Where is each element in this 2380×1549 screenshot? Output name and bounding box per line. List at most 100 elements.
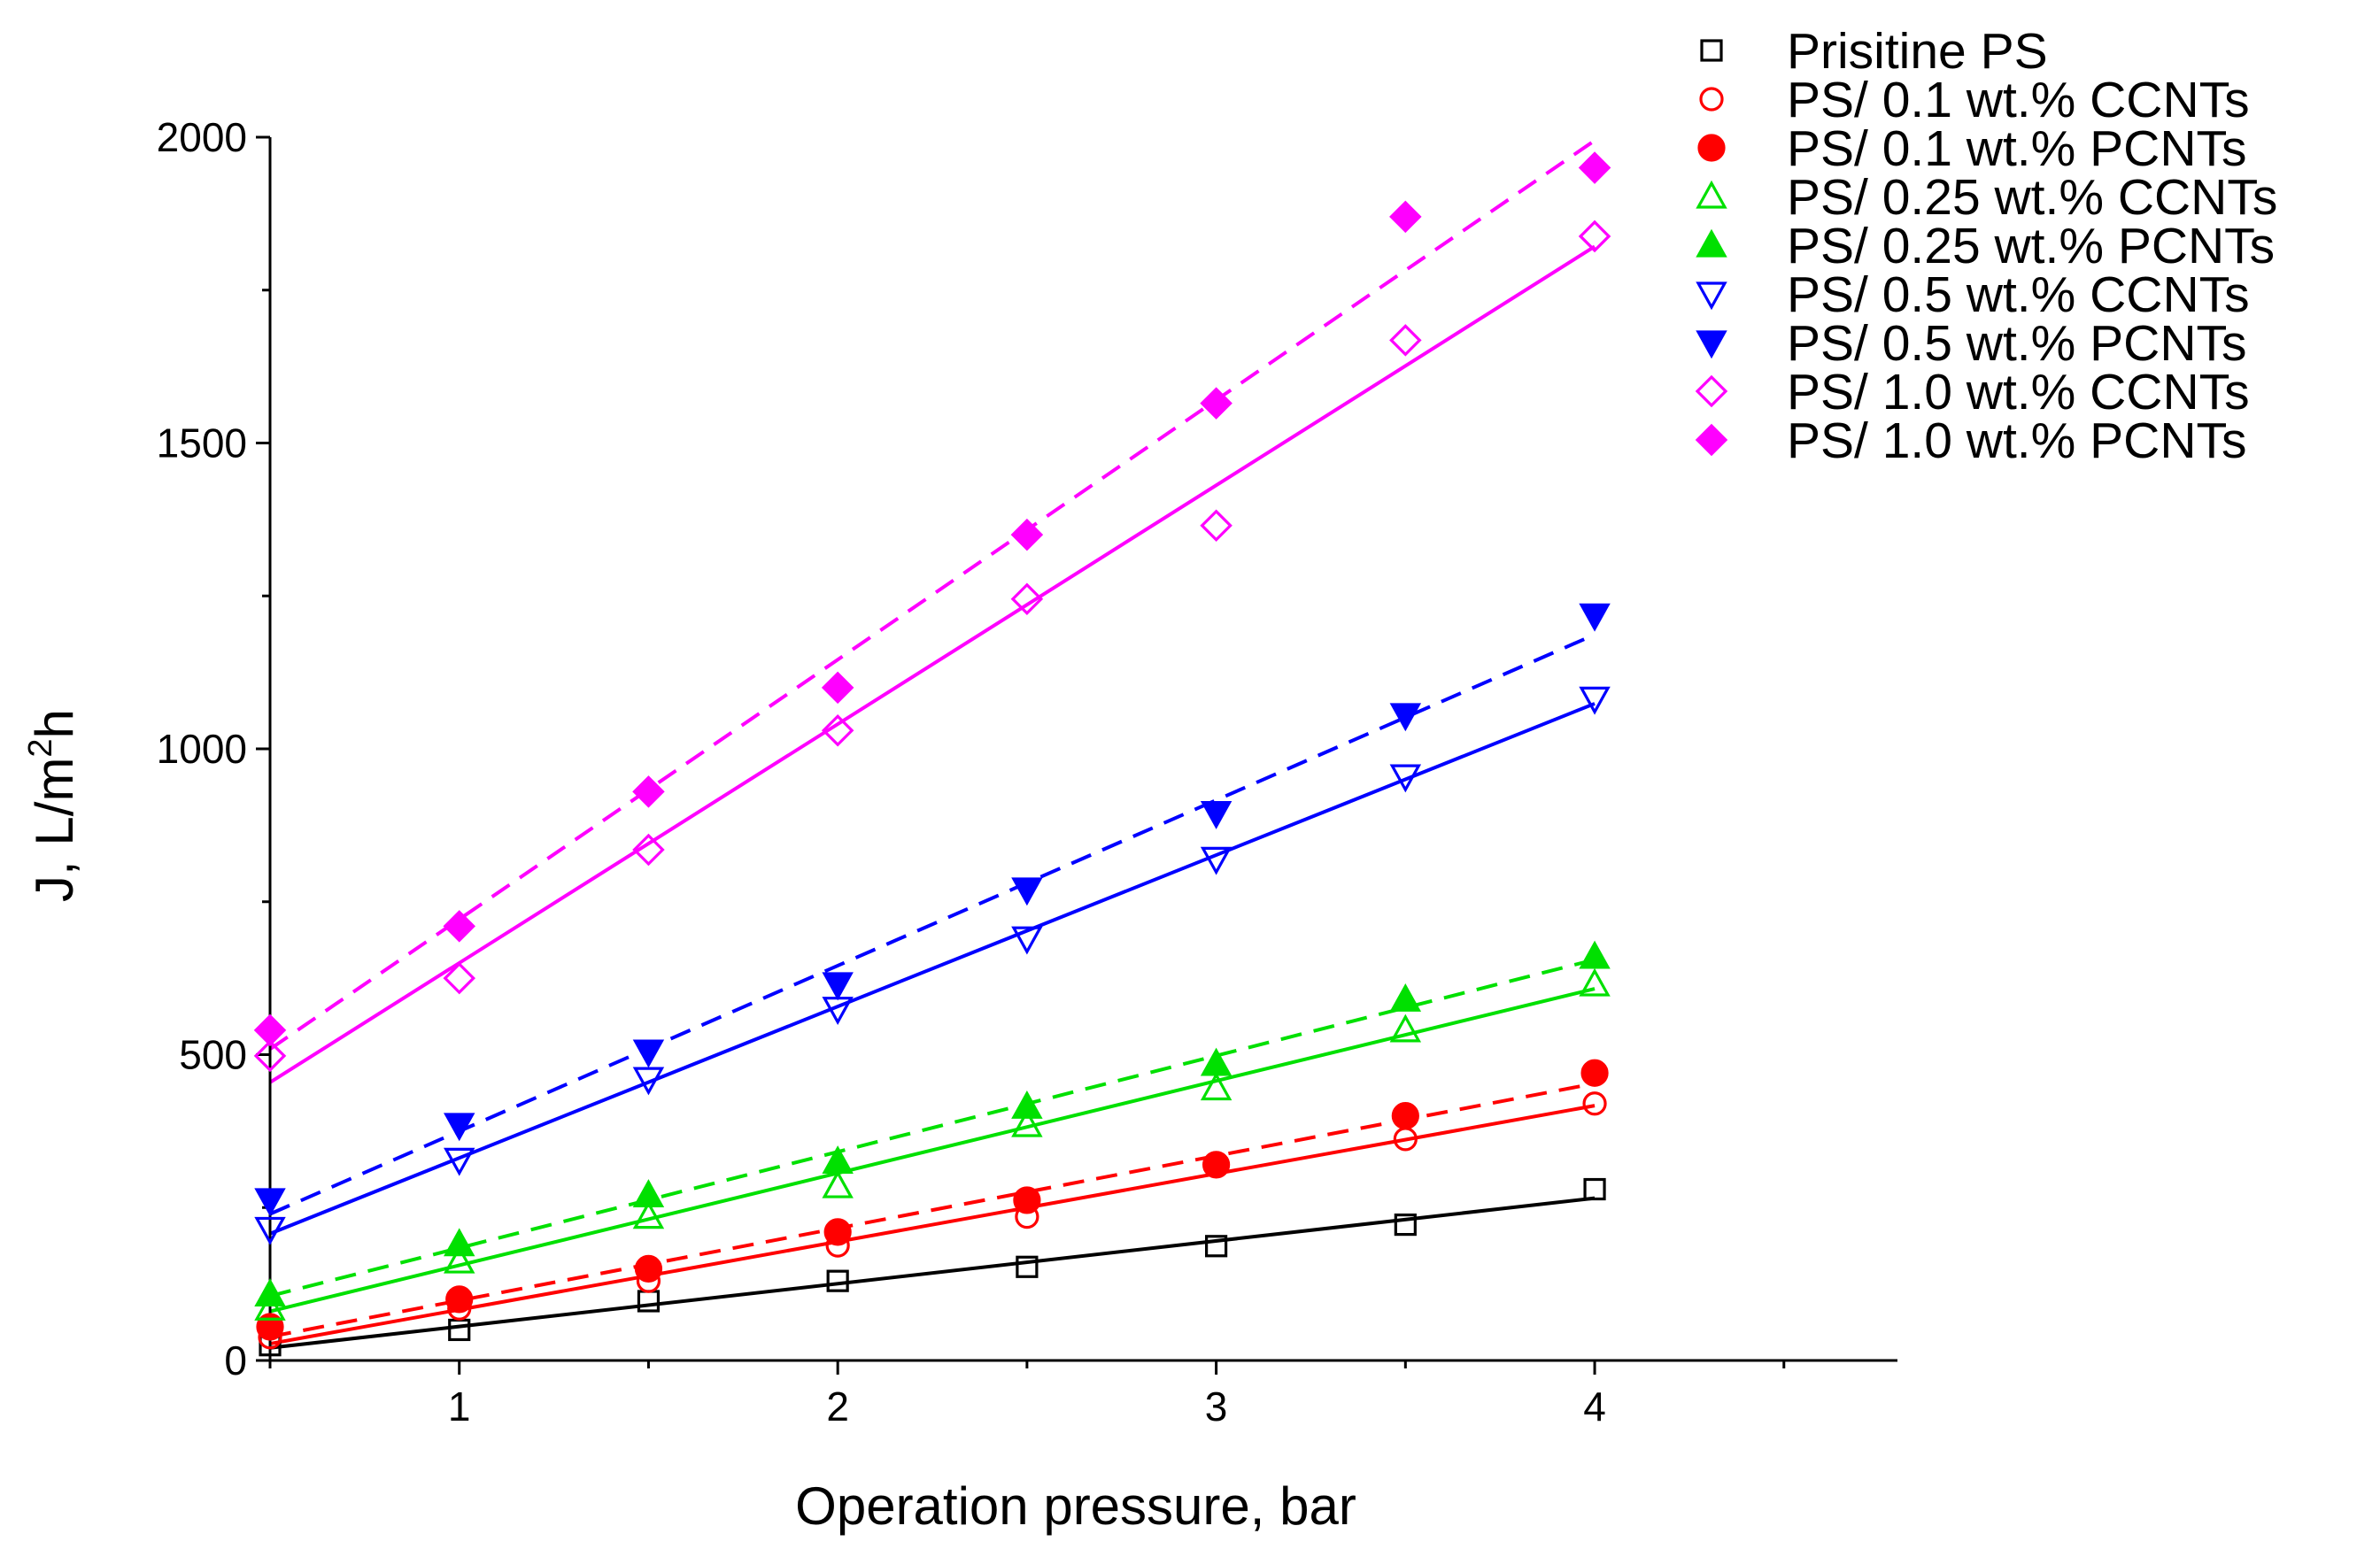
legend-symbol-9	[1695, 423, 1728, 457]
fit-line-9	[268, 139, 1596, 1051]
fit-line-6	[269, 702, 1596, 1236]
fit-line-7	[269, 633, 1596, 1216]
legend-symbol-1	[1700, 39, 1723, 62]
axes	[256, 135, 1897, 1375]
data-point-s4-4	[822, 1169, 854, 1198]
legend-symbol-3	[1697, 134, 1726, 162]
data-point-s5-6	[1200, 1047, 1232, 1076]
data-point-s3-4	[823, 1218, 852, 1246]
data-point-s8-7	[1389, 324, 1422, 357]
data-point-s3-5	[1013, 1186, 1041, 1214]
data-point-s9-5	[1010, 518, 1044, 551]
data-point-s4-2	[444, 1245, 475, 1274]
y-axis-title-sup: 2	[22, 738, 59, 757]
data-point-s9-8	[1578, 151, 1611, 184]
data-point-s1-3	[637, 1290, 661, 1313]
legend-label-2: PS/ 0.1 wt.% CCNTs	[1787, 72, 2250, 128]
data-point-s5-4	[822, 1145, 854, 1175]
legend-label-7: PS/ 0.5 wt.% PCNTs	[1787, 315, 2247, 372]
data-point-s4-3	[632, 1200, 665, 1229]
data-point-s7-6	[1200, 800, 1232, 829]
y-tick-label: 0	[224, 1337, 247, 1383]
data-point-s3-3	[634, 1254, 663, 1283]
legend-symbol-5	[1696, 228, 1727, 258]
data-point-s1-8	[1583, 1177, 1606, 1201]
data-point-s4-1	[254, 1291, 286, 1321]
data-point-s8-6	[1200, 509, 1232, 543]
x-tick-label: 2	[826, 1383, 849, 1430]
data-point-s9-2	[443, 910, 475, 943]
legend-label-9: PS/ 1.0 wt.% PCNTs	[1787, 412, 2247, 469]
data-point-s9-3	[632, 775, 665, 808]
data-point-s6-2	[444, 1147, 475, 1176]
data-point-s3-1	[256, 1313, 284, 1341]
data-point-s3-7	[1391, 1101, 1419, 1130]
data-point-s6-6	[1200, 846, 1232, 875]
fit-line-4	[269, 987, 1596, 1314]
data-point-s8-3	[632, 833, 665, 867]
data-point-s9-7	[1389, 200, 1422, 234]
data-point-s7-3	[632, 1039, 665, 1068]
y-tick-label: 2000	[157, 114, 247, 160]
tick-labels: 1 2 3 4 0 500 1000 1500 2000	[157, 114, 1606, 1430]
data-point-s1-2	[448, 1318, 471, 1342]
data-point-s9-4	[821, 671, 854, 705]
data-point-s5-8	[1579, 940, 1611, 969]
data-point-s1-7	[1394, 1213, 1417, 1237]
legend-symbol-7	[1696, 330, 1727, 359]
legend-symbol-2	[1699, 87, 1724, 112]
fit-line-2	[269, 1104, 1596, 1346]
data-point-s4-6	[1200, 1072, 1232, 1101]
legend-symbol-8	[1695, 374, 1728, 408]
data-point-s4-7	[1389, 1013, 1422, 1043]
data-point-s1-5	[1016, 1255, 1039, 1278]
data-point-s8-8	[1578, 220, 1611, 253]
legend-label-4: PS/ 0.25 wt.% CCNTs	[1787, 169, 2277, 226]
data-point-s5-1	[254, 1278, 286, 1306]
data-point-s7-7	[1389, 703, 1422, 732]
data-point-s7-5	[1011, 877, 1043, 906]
legend-label-6: PS/ 0.5 wt.% CCNTs	[1787, 266, 2250, 323]
data-point-s7-8	[1579, 603, 1611, 632]
legend-label-5: PS/ 0.25 wt.% PCNTs	[1787, 218, 2275, 274]
data-point-s3-8	[1580, 1059, 1609, 1087]
data-point-s7-1	[254, 1188, 286, 1217]
data-point-s1-6	[1205, 1235, 1228, 1258]
fit-lines	[268, 139, 1596, 1350]
data-point-s2-8	[1582, 1091, 1607, 1116]
data-point-s6-5	[1011, 926, 1043, 955]
legend-label-1: Prisitine PS	[1787, 23, 2048, 80]
y-axis-title-suffix: h	[25, 709, 84, 738]
y-axis-title: J, L/m2h	[22, 709, 84, 902]
data-point-s1-4	[826, 1269, 849, 1292]
data-point-s8-4	[821, 714, 854, 747]
y-tick-label: 500	[179, 1032, 247, 1078]
data-point-s5-3	[632, 1179, 665, 1208]
data-point-s6-8	[1579, 686, 1611, 715]
data-point-s6-7	[1389, 764, 1422, 793]
y-tick-label: 1500	[157, 420, 247, 466]
data-point-s3-2	[445, 1285, 474, 1314]
data-point-s4-8	[1579, 967, 1611, 997]
fit-line-3	[269, 1082, 1596, 1339]
fit-line-5	[269, 958, 1596, 1299]
data-point-s9-1	[253, 1013, 287, 1047]
data-point-s8-2	[443, 961, 475, 995]
data-point-s5-7	[1389, 983, 1422, 1012]
data-point-s6-3	[632, 1067, 665, 1096]
data-point-s8-1	[253, 1039, 287, 1073]
data-point-s3-6	[1202, 1151, 1231, 1179]
data-point-s5-2	[444, 1228, 475, 1257]
legend-label-3: PS/ 0.1 wt.% PCNTs	[1787, 120, 2247, 177]
x-tick-label: 4	[1583, 1383, 1606, 1430]
data-point-s6-1	[254, 1216, 286, 1245]
data-point-s7-2	[444, 1113, 475, 1142]
data-point-s9-6	[1200, 387, 1232, 420]
x-axis-title: Operation pressure, bar	[795, 1476, 1356, 1536]
legend-label-8: PS/ 1.0 wt.% CCNTs	[1787, 364, 2250, 420]
data-point-s7-4	[822, 972, 854, 1001]
data-point-s5-5	[1011, 1090, 1043, 1119]
fit-line-1	[269, 1196, 1596, 1350]
legend-symbol-6	[1696, 281, 1727, 311]
